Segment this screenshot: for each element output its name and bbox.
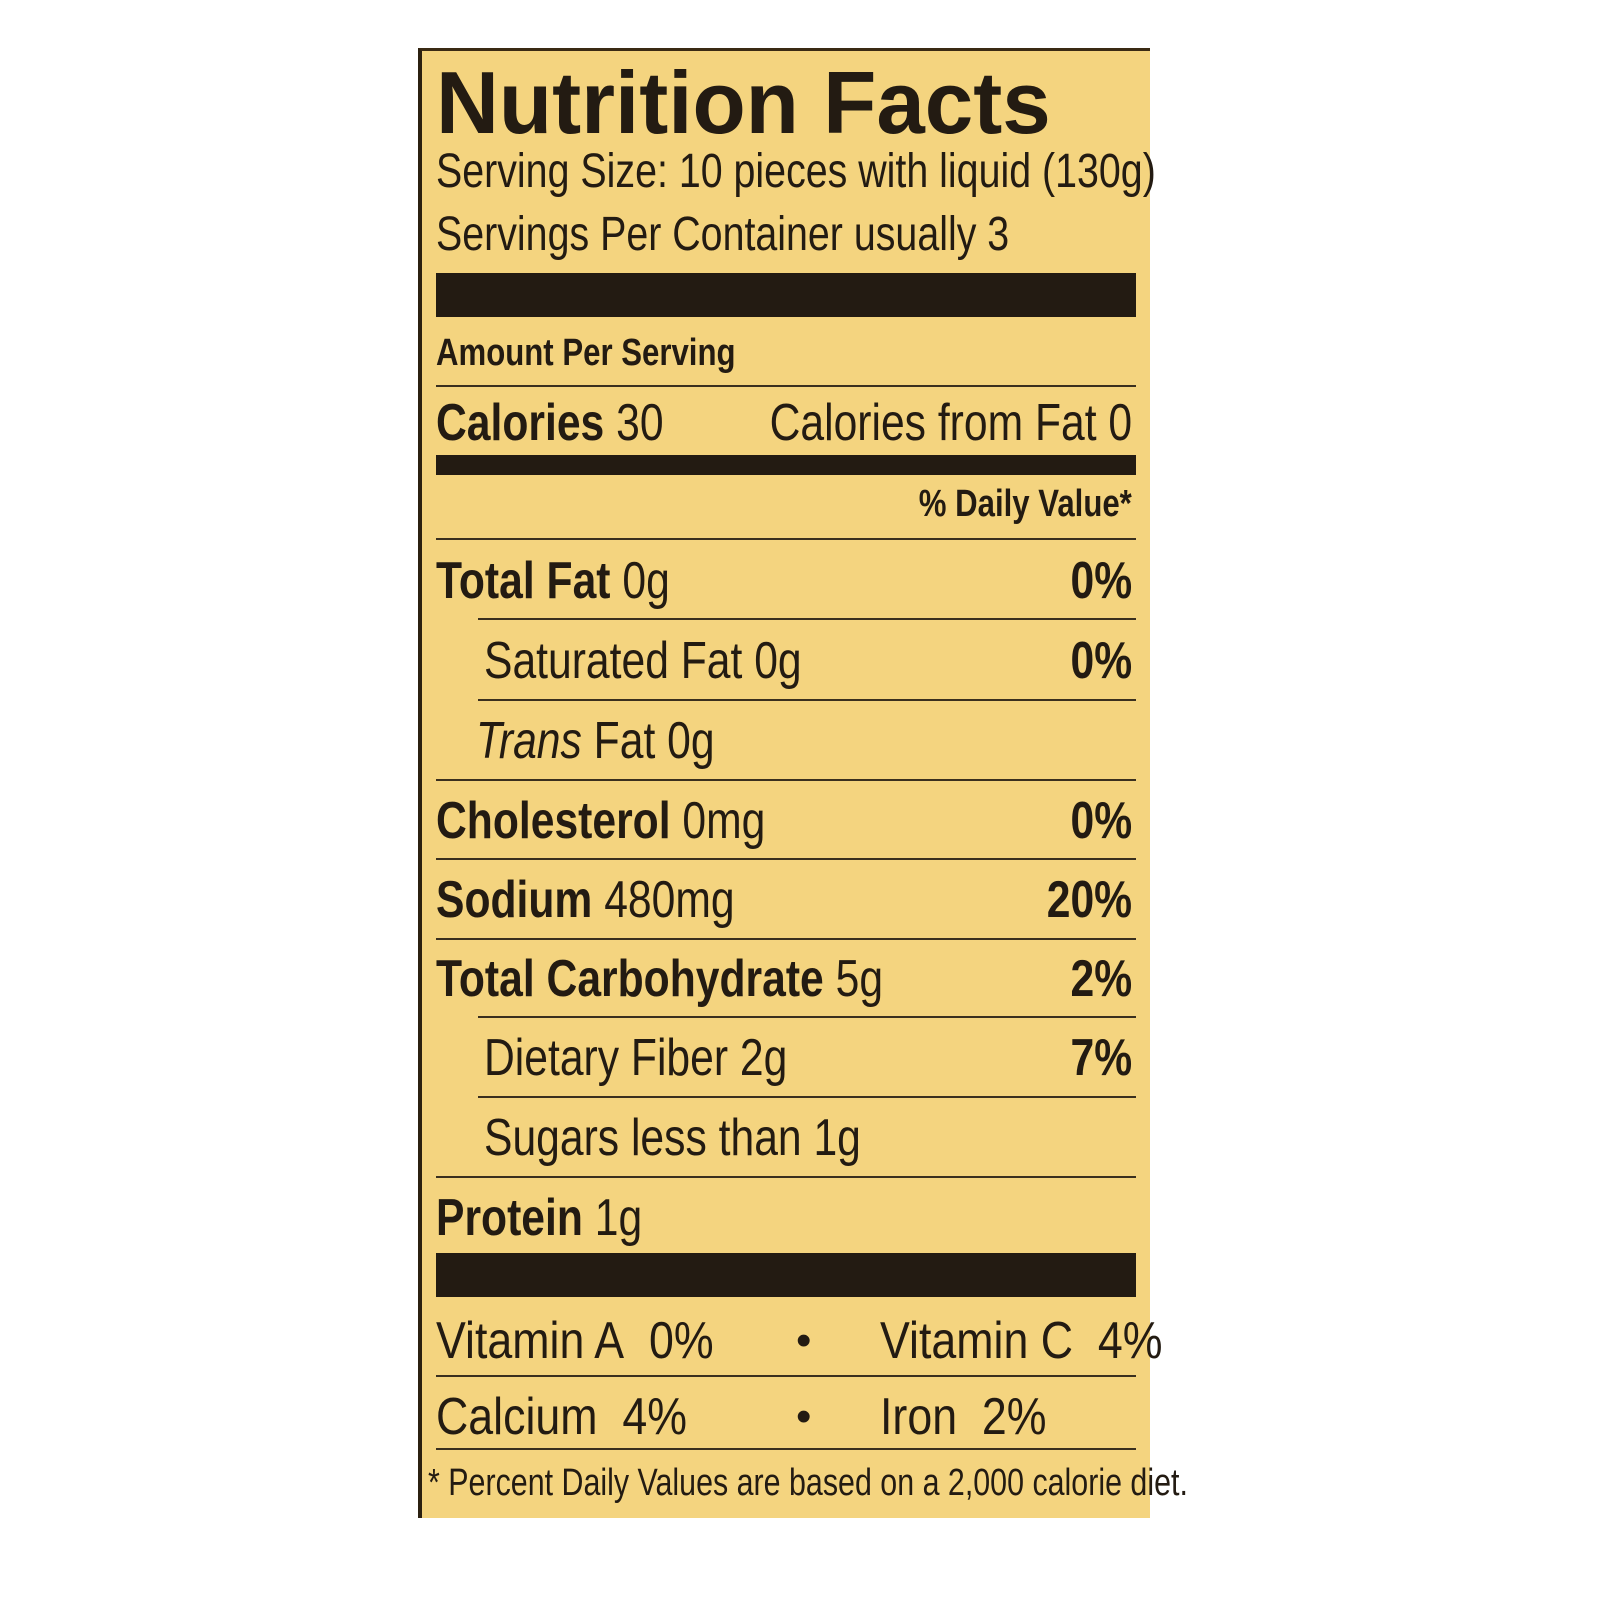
thick-divider <box>436 1253 1136 1297</box>
divider <box>478 618 1136 620</box>
nutrient-row-saturated-fat: Saturated Fat 0g 0% <box>484 632 1132 690</box>
nutrient-row-dietary-fiber: Dietary Fiber 2g 7% <box>484 1029 1132 1087</box>
calories-from-fat: Calories from Fat 0 <box>769 394 1132 452</box>
divider <box>436 538 1136 540</box>
mineral-row: Calcium 4% • Iron 2% <box>436 1382 1132 1452</box>
nutrient-row-sodium: Sodium 480mg 20% <box>436 871 1132 929</box>
nutrient-row-cholesterol: Cholesterol 0mg 0% <box>436 792 1132 850</box>
calories-row: Calories 30 Calories from Fat 0 <box>436 388 1132 458</box>
medium-divider <box>436 455 1136 475</box>
nutrient-row-trans-fat: Trans Fat 0g <box>476 712 715 770</box>
label-title: Nutrition Facts <box>436 53 1051 152</box>
divider <box>436 779 1136 781</box>
calories-label: Calories <box>436 394 605 452</box>
divider <box>436 938 1136 940</box>
amount-per-serving: Amount Per Serving <box>436 332 736 374</box>
daily-value-header: % Daily Value* <box>918 483 1132 525</box>
divider <box>478 1016 1136 1018</box>
divider <box>436 1176 1136 1178</box>
thick-divider <box>436 273 1136 317</box>
nutrient-row-sugars: Sugars less than 1g <box>484 1109 861 1167</box>
serving-size: Serving Size: 10 pieces with liquid (130… <box>436 145 1156 198</box>
footnote: * Percent Daily Values are based on a 2,… <box>428 1462 1188 1504</box>
nutrition-label: Nutrition Facts Serving Size: 10 pieces … <box>418 48 1188 1518</box>
servings-per-container: Servings Per Container usually 3 <box>436 208 1010 261</box>
vitamin-row: Vitamin A 0% • Vitamin C 4% <box>436 1306 1163 1376</box>
divider <box>478 699 1136 701</box>
divider <box>436 1375 1136 1377</box>
bullet-icon: • <box>796 1316 812 1365</box>
nutrient-row-protein: Protein 1g <box>436 1189 643 1247</box>
bullet-icon: • <box>796 1392 812 1441</box>
nutrient-row-total-carbohydrate: Total Carbohydrate 5g 2% <box>436 950 1132 1008</box>
nutrient-row-total-fat: Total Fat 0g 0% <box>436 552 1132 610</box>
divider <box>478 1096 1136 1098</box>
divider <box>436 858 1136 860</box>
calories-value: 30 <box>616 394 664 452</box>
divider <box>436 1448 1136 1450</box>
divider <box>436 385 1136 387</box>
